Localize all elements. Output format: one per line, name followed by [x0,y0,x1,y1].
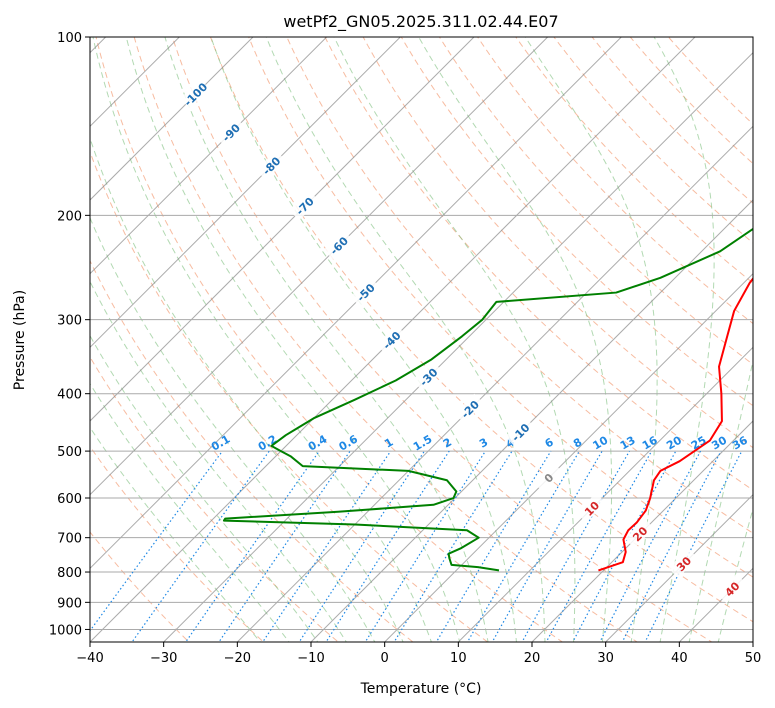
dewpoint-profile-line [222,227,753,572]
x-tick-label: −40 [76,651,103,666]
plot-area: 0.1 0.2 0.4 0.6 1 1.5 2 3 4 6 8 10 13 16 20 25 30 36-100-… [90,37,753,642]
dry-adiabat-line [324,37,753,491]
y-tick-label: 400 [57,388,82,403]
x-tick-label: 50 [745,651,762,666]
moist-adiabat-line [688,358,753,642]
x-tick-label: 30 [597,651,614,666]
x-tick-label: 0 [381,651,389,666]
moist-adiabat-line [717,506,753,642]
isotherm-line [90,37,181,128]
dry-adiabat-line [591,37,753,204]
isotherm-line [604,493,753,642]
isotherm-label-bg [350,277,380,307]
dry-adiabat-line [362,37,753,449]
isotherm-label-bg [533,462,563,493]
isotherm-label-bg [180,78,210,109]
mixing-ratio-line [185,450,320,642]
dry-adiabat-line [171,37,713,642]
isotherm-line [310,199,753,642]
dry-adiabat-line [248,37,753,578]
isotherm-label-bg [215,117,246,147]
y-tick-label: 200 [57,209,82,224]
moist-adiabat-line [653,37,715,642]
axes: −40 −30 −20 −10 0 10 20 30 40 50 1000 900 800 700 600 5… [49,31,761,666]
x-tick-label: 20 [524,651,541,666]
isotherm-label-bg [289,190,319,221]
isotherm-line [531,420,753,642]
y-tick-label: 900 [57,596,82,611]
dry-adiabat-line [90,259,414,642]
dry-adiabat-line [90,356,339,642]
moist-adiabat-line [92,37,432,642]
dry-adiabat-line [515,37,753,284]
temperature-profile-line [598,276,753,572]
mixing-ratio-line [262,450,392,642]
isotherm-label-bg [624,518,655,549]
x-axis-title: Temperature (°C) [360,681,482,697]
isotherm-line [90,37,549,496]
mixing-ratio-line [466,450,580,642]
dry-adiabat-line [553,37,753,244]
moist-adiabat-line [418,37,613,642]
dry-adiabat-line [286,37,753,534]
isotherm-line [90,37,475,422]
x-tick-label: −20 [224,651,251,666]
y-tick-label: 300 [57,314,82,329]
x-tick-label: 40 [671,651,688,666]
dry-adiabat-line [133,37,638,642]
isotherm-label-bg [376,324,406,355]
x-tick-label: 10 [450,651,467,666]
isotherm-label-bg [454,393,485,424]
isotherm-line [457,346,753,642]
y-tick-label: 800 [57,566,82,581]
mixing-ratio-line [435,450,552,642]
plot-frame [89,36,754,643]
x-tick-label: −10 [297,651,324,666]
chart-title: wetPf2_GN05.2025.311.02.44.E07 [283,12,558,32]
dry-adiabat-line [400,37,753,407]
dry-adiabat-line [90,531,190,642]
moist-adiabat-line [90,334,319,642]
isotherm-label-bg [413,361,443,392]
mixing-ratio-line [545,450,653,642]
mixing-ratio-line [218,450,351,642]
moist-adiabat-line [333,37,576,642]
isotherm-line [162,51,753,642]
y-tick-label: 1000 [49,623,82,638]
isotherm-label-bg [505,416,535,447]
x-tick-label: −30 [150,651,177,666]
isotherm-line [236,125,753,642]
isotherm-label-bg [255,150,286,180]
y-tick-label: 500 [57,445,82,460]
dry-adiabat-line [95,37,564,642]
isotherm-line [90,37,623,570]
isotherm-label-bg [323,230,354,260]
isotherm-line [90,37,254,201]
isotherm-line [90,37,402,349]
moist-adiabat-line [210,37,517,642]
isotherm-label-bg [576,492,606,523]
dry-adiabat-line [209,37,753,623]
isotherm-line [383,272,753,642]
y-tick-label: 700 [57,532,82,547]
mixing-ratio-line [325,450,450,642]
moist-adiabat-line [265,37,546,642]
mixing-ratio-line [298,450,425,642]
isotherm-label-bg [716,573,747,604]
isotherm-line [90,37,328,275]
y-tick-label: 100 [57,31,82,46]
y-tick-label: 600 [57,492,82,507]
mixing-ratio-line [131,450,270,642]
mixing-ratio-line [491,450,603,642]
y-axis-title: Pressure (hPa) [12,290,28,390]
isotherm-label-bg [668,548,698,579]
